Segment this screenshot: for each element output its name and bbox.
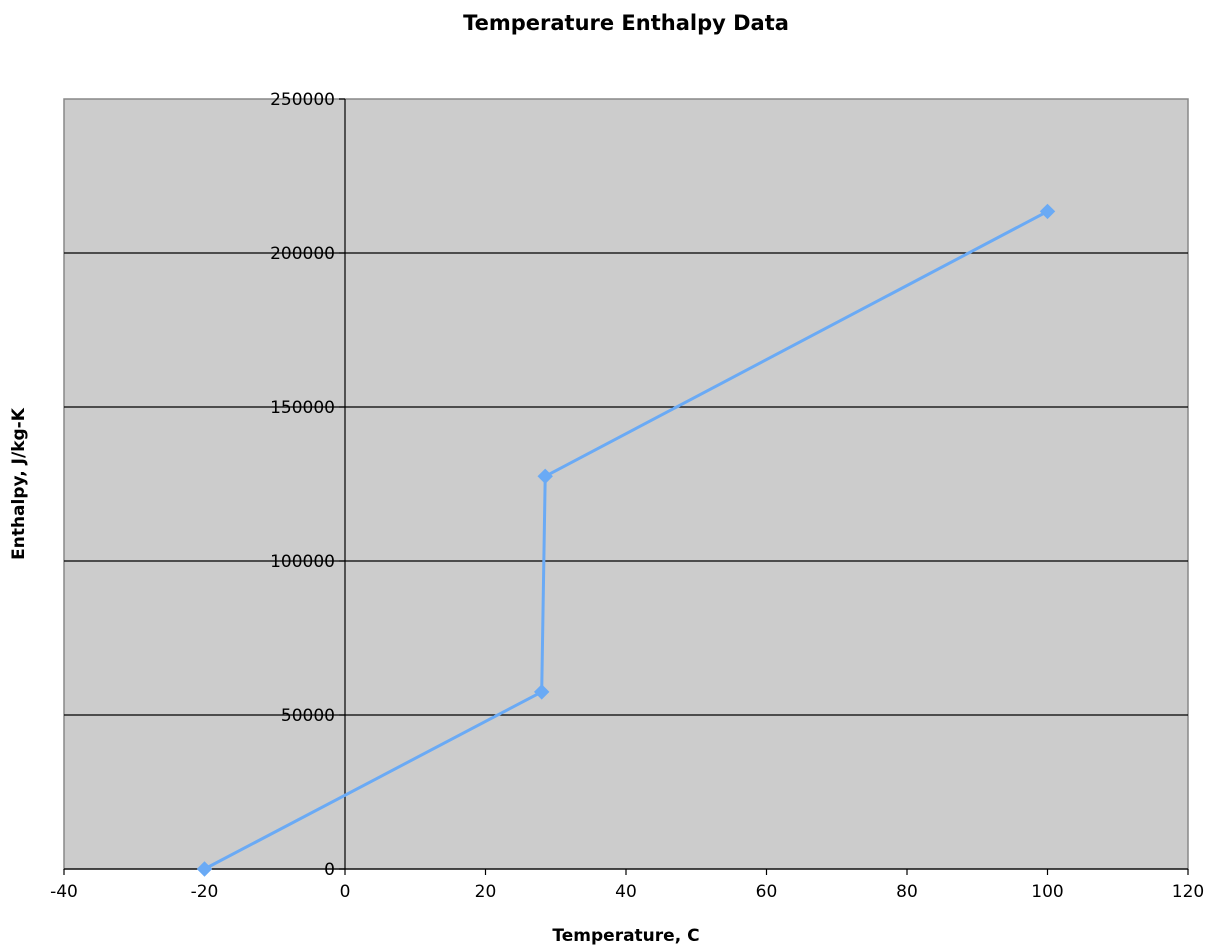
y-tick-label: 50000 [281,706,335,726]
y-tick-label: 250000 [270,90,335,110]
x-tick-label: 80 [896,882,918,902]
x-tick-label: -40 [50,882,78,902]
grid-lines [64,252,1188,716]
y-tick-label: 0 [324,860,335,880]
series-line [203,210,1049,871]
y-tick-label: 100000 [270,552,335,572]
y-tick-labels: 0 50000 100000 150000 200000 250000 [270,90,335,880]
data-point-marker [533,684,550,700]
x-tick-label: 120 [1172,882,1204,902]
x-tick-label: -20 [191,882,219,902]
y-tick-label: 200000 [270,244,335,264]
x-axis-title: Temperature, C [552,926,699,946]
plot-area [63,98,1189,870]
x-tick-label: 100 [1031,882,1063,902]
data-point-marker [196,861,213,877]
axes [63,98,1189,875]
x-tick-labels: -40 -20 0 20 40 60 80 100 120 [50,882,1204,902]
data-point-marker [537,468,553,485]
x-tick-label: 20 [475,882,497,902]
x-tick-label: 60 [756,882,778,902]
y-tick-label: 150000 [270,398,335,418]
y-axis-title: Enthalpy, J/kg-K [9,407,29,560]
series-layer [196,203,1056,877]
x-tick-label: 0 [340,882,351,902]
chart-title: Temperature Enthalpy Data [463,11,789,35]
x-tick-label: 40 [615,882,637,902]
data-point-marker [1039,203,1056,220]
